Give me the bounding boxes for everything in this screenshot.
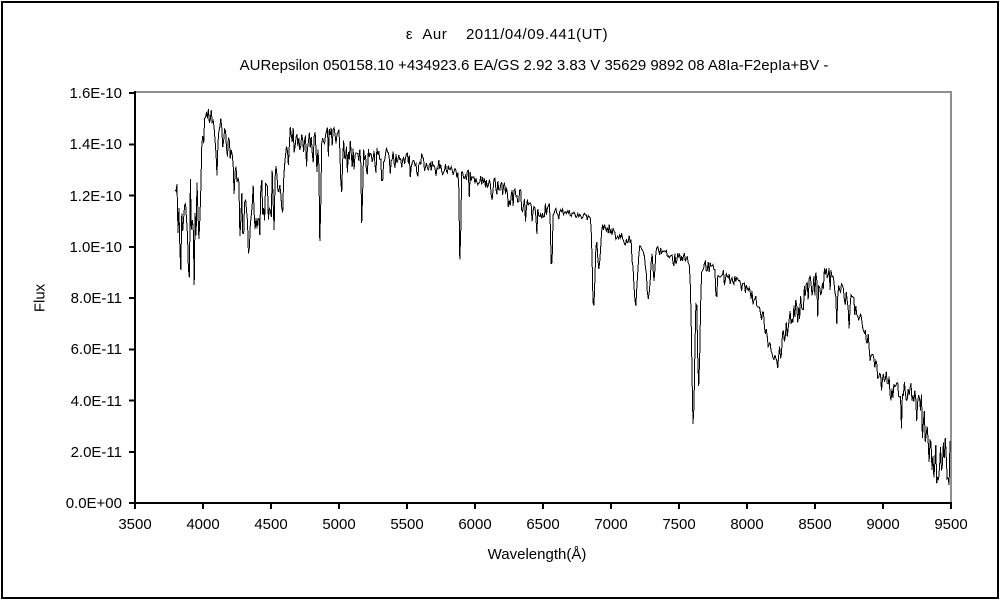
x-tick-label: 7500	[662, 516, 696, 533]
y-tick-label: 1.0E-10	[69, 238, 122, 256]
x-tick-label: 6500	[526, 516, 560, 533]
x-tick-label: 4000	[186, 516, 220, 533]
y-tick-label: 6.0E-11	[70, 341, 122, 359]
y-tick-label: 8.0E-11	[70, 290, 122, 307]
x-tick-label: 5000	[322, 516, 356, 533]
y-tick-label: 1.2E-10	[69, 187, 122, 205]
x-tick-label: 7000	[594, 516, 628, 533]
x-tick-label: 5500	[390, 516, 424, 533]
x-tick-label: 3500	[118, 516, 152, 533]
y-tick-label: 0.0E+00	[65, 495, 122, 512]
x-axis-title: Wavelength(Å)	[487, 546, 587, 563]
y-tick-label: 1.6E-10	[69, 85, 122, 102]
chart-title: ε Aur 2011/04/09.441(UT)	[405, 26, 609, 43]
x-tick-label: 6000	[458, 516, 492, 533]
y-axis-title: Flux	[31, 283, 49, 313]
x-tick-label: 9000	[866, 516, 900, 533]
chart-subtitle: AURepsilon 050158.10 +434923.6 EA/GS 2.9…	[239, 57, 829, 74]
spectrum-line	[174, 109, 951, 486]
x-tick-label: 8500	[798, 516, 832, 533]
y-tick-label: 4.0E-11	[70, 392, 122, 410]
y-tick-label: 1.4E-10	[69, 136, 122, 154]
x-tick-label: 8000	[730, 516, 764, 533]
x-tick-label: 4500	[254, 516, 288, 533]
x-tick-label: 9500	[934, 516, 968, 533]
y-tick-label: 2.0E-11	[70, 443, 122, 461]
